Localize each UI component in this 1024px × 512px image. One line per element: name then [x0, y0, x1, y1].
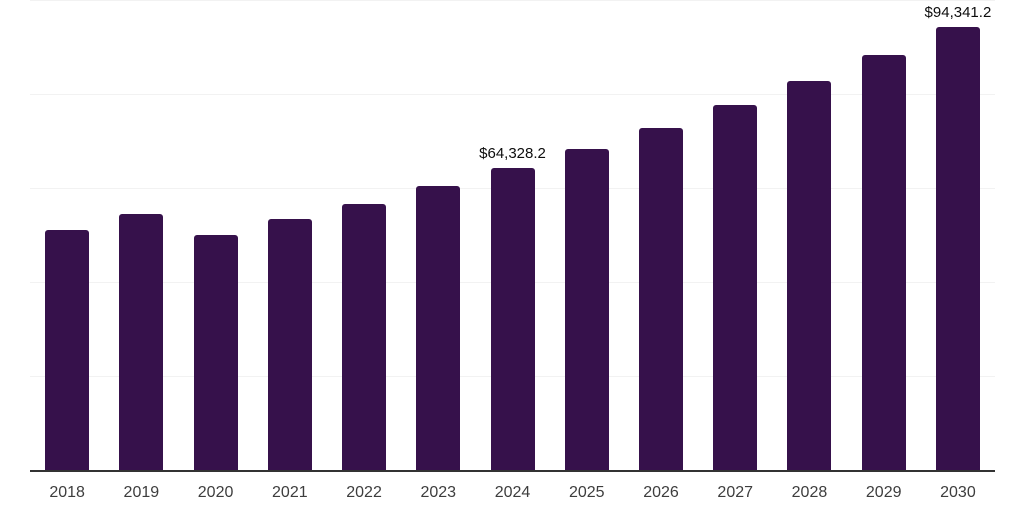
x-tick-2029: 2029	[865, 484, 902, 501]
bar-2025	[564, 149, 609, 470]
x-tick-2022: 2022	[346, 484, 382, 501]
x-tick-2028: 2028	[791, 484, 828, 501]
bar-slot-2023	[401, 0, 475, 470]
bar-2024	[490, 167, 535, 470]
gridline	[30, 0, 995, 1]
bar-2027	[713, 105, 758, 470]
x-tick-2020: 2020	[197, 484, 234, 501]
x-tick-2030: 2030	[940, 484, 976, 501]
bar-slot-2021	[253, 0, 327, 470]
bar-2022	[342, 203, 387, 470]
bar-slot-2024: $64,328.2	[475, 0, 549, 470]
bar-slot-2026	[624, 0, 698, 470]
bar-slot-2019	[104, 0, 178, 470]
bar-2021	[267, 219, 312, 470]
x-tick-2023: 2023	[420, 484, 457, 501]
bar-2029	[861, 55, 906, 470]
bar-slot-2029	[847, 0, 921, 470]
gridline	[30, 94, 995, 95]
bar-slot-2028	[772, 0, 846, 470]
data-label-2030: $94,341.2	[924, 3, 992, 21]
bar-2026	[638, 128, 683, 470]
bar-2028	[787, 81, 832, 470]
bar-slot-2025	[550, 0, 624, 470]
x-tick-2018: 2018	[49, 484, 85, 501]
bar-slot-2030: $94,341.2	[921, 0, 995, 470]
x-axis-labels: 2018 2019 2020 2021 2022 2023 2024 2025 2026 2027…	[30, 472, 995, 502]
bar-2023	[416, 185, 461, 470]
bar-2019	[119, 214, 164, 470]
x-axis-line	[30, 470, 995, 472]
bar-slot-2020	[178, 0, 252, 470]
plot-area: $64,328.2 $94,341.2	[30, 0, 995, 470]
bar-slot-2022	[327, 0, 401, 470]
x-tick-2019: 2019	[123, 484, 160, 501]
bar-2020	[193, 235, 238, 470]
x-tick-2027: 2027	[717, 484, 754, 501]
bar-slot-2018	[30, 0, 104, 470]
x-tick-2021: 2021	[272, 484, 308, 501]
data-label-2024: $64,328.2	[479, 144, 546, 162]
x-tick-2026: 2026	[643, 484, 679, 501]
x-tick-2024: 2024	[494, 484, 531, 501]
bar-slot-2027	[698, 0, 772, 470]
bar-2030	[935, 26, 980, 470]
bar-2018	[45, 229, 90, 470]
x-tick-2025: 2025	[568, 484, 605, 501]
